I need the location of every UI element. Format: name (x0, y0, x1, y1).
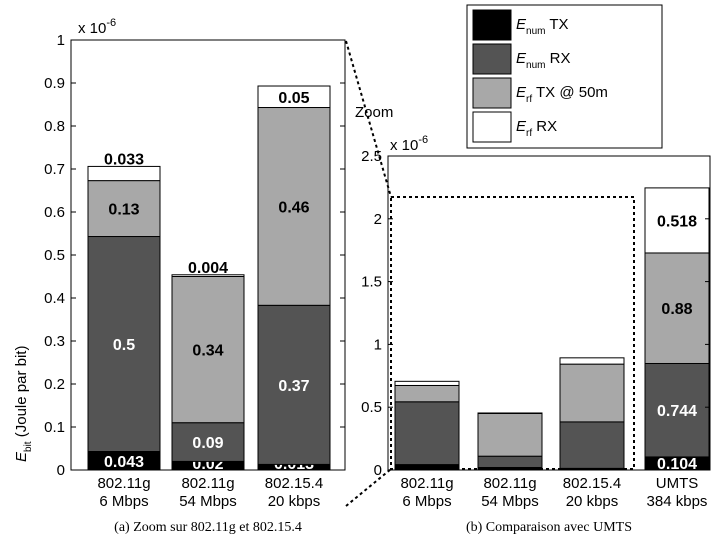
data-label: 0.518 (657, 213, 697, 230)
panel-a-ylabel: Ebit (Joule par bit) (13, 346, 34, 462)
legend-label-enum_tx: Enum TX (516, 16, 569, 37)
data-label: 0.033 (104, 151, 144, 168)
category-label-line2: 384 kbps (647, 493, 708, 510)
y-tick-label: 0 (374, 462, 382, 479)
y-tick-label: 0 (57, 462, 65, 479)
bar-segment-erf_rx (477, 412, 543, 414)
legend-swatch-erf_tx (472, 77, 512, 109)
panel-a: 0.0430.50.130.0330.020.090.340.0040.0130… (13, 17, 346, 535)
data-label: 0.37 (278, 378, 309, 395)
zoom-label: Zoom (355, 104, 393, 121)
bar-segment-erf_tx (477, 412, 543, 457)
bar-segment-erf_rx (394, 380, 460, 386)
panel-b-multiplier: x 10-6 (390, 134, 428, 154)
y-tick-label: 0.1 (44, 419, 65, 436)
panel-a-caption: (a) Zoom sur 802.11g et 802.15.4 (114, 520, 302, 535)
bar-segment-erf_rx (644, 187, 710, 254)
bar-segment-enum_rx (559, 421, 625, 469)
category-label-line2: 6 Mbps (99, 493, 148, 510)
legend-label-erf_tx: Erf TX @ 50m (516, 84, 608, 105)
y-tick-label: 2 (374, 211, 382, 228)
y-tick-label: 0.2 (44, 376, 65, 393)
y-tick-label: 0.7 (44, 161, 65, 178)
category-label-line2: 54 Mbps (481, 493, 539, 510)
category-label-line2: 20 kbps (566, 493, 619, 510)
bar-segment-erf_tx (171, 276, 245, 424)
bar-segment-enum_rx (257, 304, 331, 465)
category-label-line1: UMTS (656, 475, 699, 492)
legend-label-enum_rx: Enum RX (516, 50, 570, 71)
bar-segment-enum_rx (477, 455, 543, 468)
bar-segment-erf_tx (394, 384, 460, 403)
category-label-line2: 20 kbps (268, 493, 321, 510)
category-label-line2: 6 Mbps (402, 493, 451, 510)
panel-b-caption: (b) Comparaison avec UMTS (466, 520, 632, 535)
category-label-line1: 802.15.4 (563, 475, 621, 492)
data-label: 0.05 (278, 90, 309, 107)
y-tick-label: 1 (374, 336, 382, 353)
legend-swatch-enum_tx (472, 9, 512, 41)
bar-segment-erf_tx (559, 363, 625, 423)
bar-segment-erf_rx (559, 357, 625, 365)
y-tick-label: 2.5 (361, 148, 382, 165)
legend-swatch-enum_rx (472, 43, 512, 75)
data-label: 0.34 (192, 343, 223, 360)
y-tick-label: 1 (57, 32, 65, 49)
data-label: 0.744 (657, 403, 697, 420)
y-tick-label: 0.8 (44, 118, 65, 135)
zoom-region-box (390, 196, 635, 470)
data-label: 0.043 (104, 454, 144, 471)
panel-b: 0.104 0.744 0.88 0.518 0 0.5 1 1.5 2 2.5 802.11g… (361, 134, 711, 535)
category-label-line1: 802.15.4 (265, 475, 323, 492)
bar-segment-erf_tx (87, 180, 161, 238)
bar-segment-erf_tx (644, 252, 710, 364)
y-tick-label: 0.9 (44, 75, 65, 92)
y-tick-label: 0.4 (44, 290, 65, 307)
legend: Enum TX Enum RX Erf TX @ 50m Erf RX (466, 4, 663, 149)
bar-segment-enum_rx (644, 362, 710, 458)
data-label: 0.46 (278, 199, 309, 216)
category-label-line2: 54 Mbps (179, 493, 237, 510)
category-label-line1: 802.11g (400, 475, 453, 492)
bar-segment-erf_rx (171, 274, 245, 277)
panel-a-multiplier: x 10-6 (78, 17, 116, 37)
bar-segment-enum_rx (394, 401, 460, 466)
zoom-connector-bottom (345, 468, 392, 507)
y-tick-label: 1.5 (361, 274, 382, 291)
y-tick-label: 0.5 (361, 399, 382, 416)
data-label: 0.09 (192, 435, 223, 452)
bar-segment-erf_tx (257, 107, 331, 306)
data-label: 0.88 (661, 301, 692, 318)
data-label: 0.5 (113, 337, 135, 354)
data-label: 0.104 (657, 456, 697, 473)
y-tick-label: 0.6 (44, 204, 65, 221)
bar-segment-enum_rx (171, 422, 245, 462)
legend-label-erf_rx: Erf RX (516, 118, 557, 139)
bar-segment-erf_rx (257, 85, 331, 109)
legend-swatch-erf_rx (472, 111, 512, 143)
category-label-line1: 802.11g (97, 475, 150, 492)
category-label-line1: 802.11g (483, 475, 536, 492)
data-label: 0.13 (108, 202, 139, 219)
category-label-line1: 802.11g (181, 475, 234, 492)
y-tick-label: 0.5 (44, 247, 65, 264)
bar-segment-erf_rx (87, 165, 161, 182)
y-tick-label: 0.3 (44, 333, 65, 350)
data-label: 0.004 (188, 260, 228, 277)
